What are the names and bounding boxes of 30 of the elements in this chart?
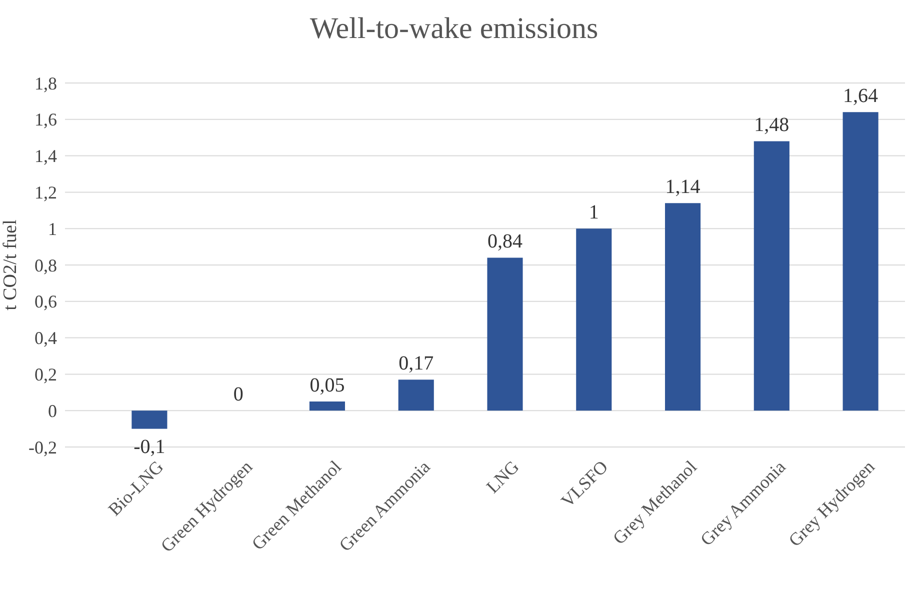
data-label: 0,17 bbox=[398, 352, 434, 375]
data-label: 0,84 bbox=[488, 230, 522, 253]
bar bbox=[398, 380, 434, 411]
y-tick-label: 0 bbox=[48, 400, 57, 421]
data-label: -0,1 bbox=[134, 436, 166, 458]
y-tick-label: -0,2 bbox=[28, 437, 57, 458]
chart-title: Well-to-wake emissions bbox=[310, 12, 598, 45]
y-tick-label: 0,8 bbox=[34, 255, 57, 276]
bar bbox=[576, 228, 612, 411]
y-tick-label: 0,4 bbox=[34, 328, 57, 348]
data-label: 0,05 bbox=[310, 374, 345, 396]
bar bbox=[487, 258, 523, 411]
data-label: 0 bbox=[233, 384, 244, 406]
y-tick-label: 0,2 bbox=[34, 364, 57, 384]
bar bbox=[132, 410, 168, 429]
y-tick-label: 1 bbox=[48, 218, 57, 239]
y-tick-label: 1,8 bbox=[34, 73, 57, 94]
y-axis-title: t CO2/t fuel bbox=[0, 220, 21, 310]
y-tick-label: 0,6 bbox=[34, 292, 57, 312]
bar bbox=[842, 112, 878, 411]
data-label: 1,48 bbox=[754, 114, 790, 136]
data-label: 1,14 bbox=[665, 176, 700, 198]
bar bbox=[665, 203, 701, 411]
y-tick-label: 1,4 bbox=[34, 146, 57, 166]
y-tick-label: 1,6 bbox=[34, 110, 57, 130]
data-label: 1 bbox=[588, 202, 599, 224]
bar bbox=[309, 402, 345, 411]
y-tick-label: 1,2 bbox=[34, 182, 57, 202]
data-label: 1,64 bbox=[843, 85, 878, 108]
bar bbox=[754, 141, 790, 411]
